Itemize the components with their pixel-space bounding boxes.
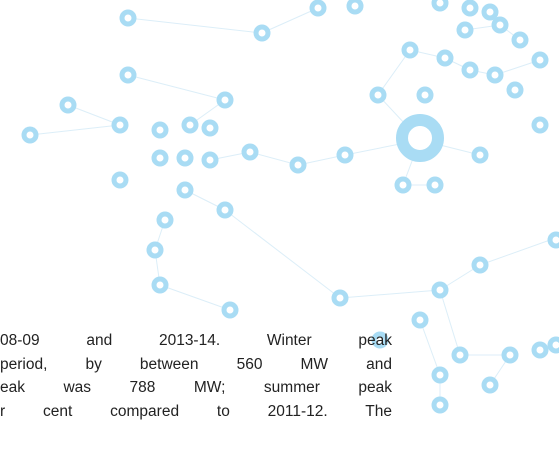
hub-node (396, 114, 444, 162)
text-line: r cent compared to 2011-12. The (0, 402, 392, 420)
text-line: period, by between 560 MW and (0, 355, 392, 373)
text-line: eak was 788 MW; summer peak (0, 379, 392, 396)
paragraph: 08-09 and 2013-14. Winter peak period, b… (0, 329, 392, 423)
network-nodes (21, 0, 559, 414)
text-line: 08-09 and 2013-14. Winter peak (0, 332, 392, 349)
